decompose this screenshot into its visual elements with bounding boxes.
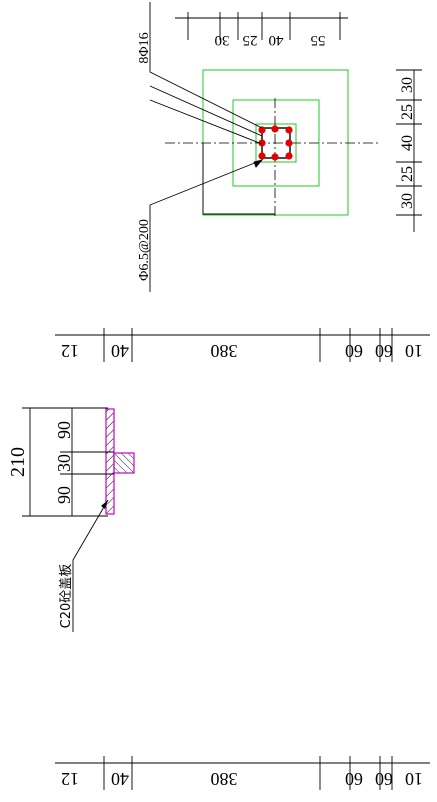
- rebar-dot: [271, 125, 279, 133]
- rebar-dot: [285, 152, 293, 160]
- row1-dim-12: 12: [61, 341, 79, 361]
- section-top-dimension: 55 40 25 30: [175, 12, 348, 48]
- rebar-dot: [271, 153, 279, 161]
- dimension-row-2: 10 60 60 380 40 12: [55, 756, 430, 790]
- row2-dim-380: 380: [211, 769, 238, 789]
- slab-total-dim: 210: [7, 447, 29, 477]
- right-dim-1: 30: [399, 77, 416, 93]
- top-dim-3: 25: [243, 32, 258, 48]
- row1-dim-60a: 60: [375, 341, 393, 361]
- rebar-dot: [285, 126, 293, 134]
- row1-dim-380: 380: [211, 341, 238, 361]
- row1-dim-60b: 60: [345, 341, 363, 361]
- main-rebar-label: 8Φ16: [137, 32, 152, 63]
- slab-dim-3: 90: [54, 486, 74, 504]
- row1-dim-40: 40: [111, 341, 129, 361]
- row2-dim-60b: 60: [345, 769, 363, 789]
- top-dim-1: 55: [311, 32, 326, 48]
- stirrup-leader: [149, 159, 264, 292]
- row2-dim-40: 40: [111, 769, 129, 789]
- row1-dim-10: 10: [405, 341, 423, 361]
- slab-dim-2: 30: [54, 454, 74, 472]
- rebar-dot: [258, 139, 266, 147]
- column-section: 8Φ16 Φ6.5@200: [137, 2, 380, 292]
- right-dim-4: 25: [399, 166, 416, 182]
- dimension-row-1: 10 60 60 380 40 12: [55, 328, 430, 362]
- slab-note-leader: [72, 499, 109, 632]
- section-right-dimension: 30 25 40 25 30: [396, 69, 422, 232]
- outer-outline: [202, 69, 349, 216]
- right-dim-5: 30: [399, 193, 416, 209]
- top-dim-4: 30: [215, 32, 230, 48]
- top-dim-2: 40: [269, 32, 284, 48]
- slab-dim-1: 90: [54, 421, 74, 439]
- slab-note: C20砼盖板: [59, 564, 74, 629]
- stirrup-label: Φ6.5@200: [137, 219, 152, 281]
- right-dim-2: 25: [399, 104, 416, 120]
- row2-dim-12: 12: [61, 769, 79, 789]
- row2-dim-10: 10: [405, 769, 423, 789]
- section-bracket: [202, 143, 275, 215]
- row2-dim-60a: 60: [375, 769, 393, 789]
- cover-slab: [105, 408, 115, 515]
- slab-detail: 210 90 30 90 C20砼盖板: [7, 407, 135, 632]
- slab-rib: [113, 452, 135, 474]
- rebar-dot: [258, 126, 266, 134]
- main-rebar-leader: [149, 2, 263, 145]
- rebar-dot: [258, 152, 266, 160]
- rebar-dot: [285, 139, 293, 147]
- right-dim-3: 40: [399, 135, 416, 151]
